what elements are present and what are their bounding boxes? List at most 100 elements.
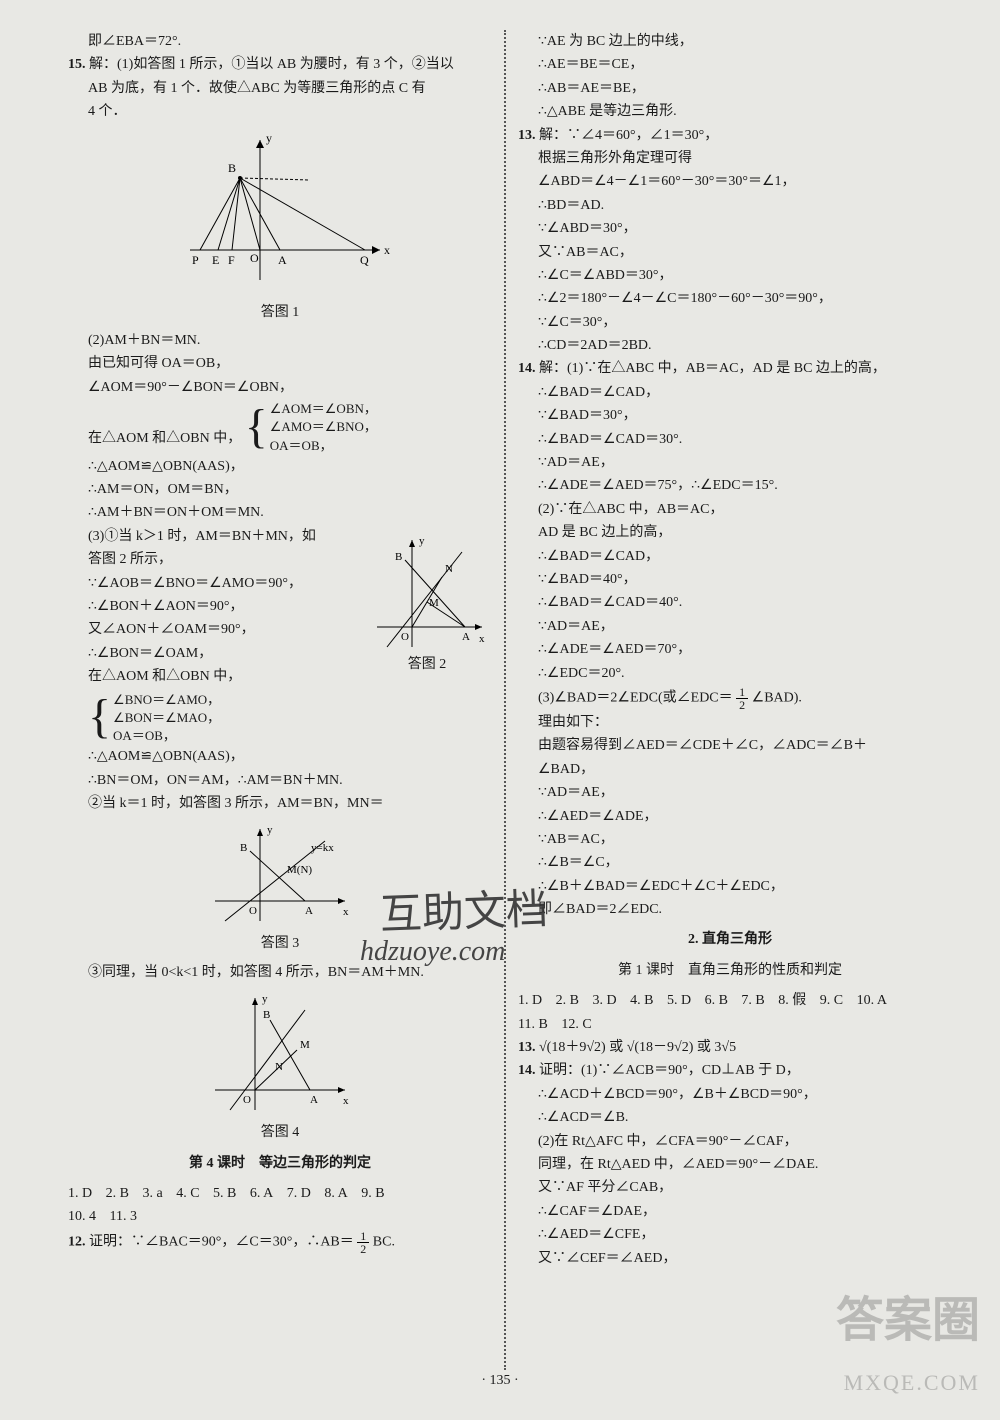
item-number: 12. [68, 1234, 86, 1249]
heading-section-2: 2. 直角三角形 [518, 929, 942, 951]
text-line: ∵∠BAD＝30°， [518, 405, 942, 427]
item-13: 13. 解：∵∠4＝60°，∠1＝30°， [518, 125, 942, 147]
brace-item: OA＝OB， [270, 437, 377, 455]
answer: 4. B [630, 993, 653, 1008]
figure-4: x y O A B M N 答图 4 [68, 990, 492, 1144]
svg-text:O: O [401, 631, 409, 643]
brace-item: ∠BON＝∠MAO， [113, 709, 220, 727]
svg-text:P: P [192, 253, 199, 267]
answer: 3. D [592, 993, 616, 1008]
left-column: 即∠EBA＝72°. 15. 解：(1)如答图 1 所示，①当以 AB 为腰时，… [60, 30, 500, 1390]
item-13b: 13. √(18＋9√2) 或 √(18－9√2) 或 3√5 [518, 1037, 942, 1059]
answer: 1. D [68, 1186, 92, 1201]
item-number: 13. [518, 128, 536, 143]
svg-text:B: B [228, 161, 236, 175]
svg-text:B: B [263, 1009, 270, 1021]
text-line: ∠AOM＝90°－∠BON＝∠OBN， [68, 377, 492, 399]
svg-text:x: x [479, 633, 485, 645]
corner-watermark-1: 答案圈 [836, 1283, 980, 1360]
text-line: ∵AD＝AE， [518, 616, 942, 638]
svg-text:N: N [445, 563, 453, 575]
text-line: ∴∠B＋∠BAD＝∠EDC＋∠C＋∠EDC， [518, 876, 942, 898]
right-column: ∵AE 为 BC 边上的中线， ∴AE＝BE＝CE， ∴AB＝AE＝BE， ∴△… [510, 30, 950, 1390]
figure-1: x y O P E F A Q B 答图 1 [68, 130, 492, 324]
fraction: 1 2 [736, 686, 748, 711]
svg-text:y: y [262, 993, 268, 1005]
brace-line: 在△AOM 和△OBN 中， { ∠AOM＝∠OBN， ∠AMO＝∠BNO， O… [68, 400, 492, 455]
text: (3)∠BAD＝2∠EDC(或∠EDC＝ [538, 691, 733, 706]
item-14: 14. 解：(1)∵在△ABC 中，AB＝AC，AD 是 BC 边上的高， [518, 358, 942, 380]
svg-text:Q: Q [360, 253, 369, 267]
svg-text:E: E [212, 253, 219, 267]
text-line: 由题容易得到∠AED＝∠CDE＋∠C，∠ADC＝∠B＋ [518, 735, 942, 757]
answer: 1. D [518, 993, 542, 1008]
answer: 4. C [176, 1186, 199, 1201]
answer-row: 10. 4 11. 3 [68, 1206, 492, 1228]
svg-text:x: x [343, 906, 349, 918]
item-12: 12. 证明：∵∠BAC＝90°，∠C＝30°，∴AB＝ 1 2 BC. [68, 1230, 492, 1255]
text: 解：∵∠4＝60°，∠1＝30°， [539, 128, 718, 143]
text-line: ∠ABD＝∠4－∠1＝60°－30°＝30°＝∠1， [518, 171, 942, 193]
item-14b: 14. 证明：(1)∵∠ACB＝90°，CD⊥AB 于 D， [518, 1060, 942, 1082]
svg-text:F: F [228, 253, 235, 267]
brace-item: OA＝OB， [113, 727, 220, 745]
answer: 11. B [518, 1017, 548, 1032]
answer: 5. D [667, 993, 691, 1008]
page: 即∠EBA＝72°. 15. 解：(1)如答图 1 所示，①当以 AB 为腰时，… [0, 0, 1000, 1420]
answer: 9. C [820, 993, 843, 1008]
heading-lesson-1: 第 1 课时 直角三角形的性质和判定 [518, 960, 942, 982]
text-line: (2)在 Rt△AFC 中，∠CFA＝90°－∠CAF， [518, 1131, 942, 1153]
figure-2-caption: 答图 2 [408, 654, 447, 676]
answer: 10. A [857, 993, 887, 1008]
brace-block: { ∠AOM＝∠OBN， ∠AMO＝∠BNO， OA＝OB， [245, 400, 377, 455]
answer: 7. B [741, 993, 764, 1008]
text-line: ∴∠CAF＝∠DAE， [518, 1201, 942, 1223]
figure-1-caption: 答图 1 [261, 302, 300, 324]
text-line: 又∵AF 平分∠CAB， [518, 1177, 942, 1199]
svg-text:y: y [267, 824, 273, 836]
text-line: 又∵∠CEF＝∠AED， [518, 1248, 942, 1270]
text-line: ∵AB＝AC， [518, 829, 942, 851]
text-line: ∴∠2＝180°－∠4－∠C＝180°－60°－30°＝90°， [518, 288, 942, 310]
text-line: ∴∠B＝∠C， [518, 852, 942, 874]
brace-line-2: { ∠BNO＝∠AMO， ∠BON＝∠MAO， OA＝OB， [68, 691, 492, 746]
text-line: ∵AD＝AE， [518, 782, 942, 804]
text-line: ∴∠BAD＝∠CAD＝40°. [518, 592, 942, 614]
answer-row: 1. D 2. B 3. D 4. B 5. D 6. B 7. B 8. 假 … [518, 990, 942, 1012]
answer-row: 11. B 12. C [518, 1014, 942, 1036]
answer: 3. a [142, 1186, 162, 1201]
text-line: 由已知可得 OA＝OB， [68, 353, 492, 375]
text-line: ∴AM＋BN＝ON＋OM＝MN. [68, 502, 492, 524]
item-number: 15. [68, 57, 86, 72]
left-brace-icon: { [88, 703, 111, 732]
svg-text:x: x [343, 1095, 349, 1107]
text-line: ∴∠ADE＝∠AED＝75°，∴∠EDC＝15°. [518, 475, 942, 497]
text-line: 根据三角形外角定理可得 [518, 148, 942, 170]
column-divider [504, 30, 506, 1370]
text-line: ∴∠BAD＝∠CAD＝30°. [518, 429, 942, 451]
text-line: ∴△AOM≌△OBN(AAS)， [68, 456, 492, 478]
answer: 2. B [106, 1186, 129, 1201]
text-line: ∴BN＝OM，ON＝AM，∴AM＝BN＋MN. [68, 770, 492, 792]
svg-text:x: x [384, 243, 390, 257]
text-line: 又∵AB＝AC， [518, 242, 942, 264]
svg-text:B: B [395, 551, 402, 563]
item-number: 14. [518, 361, 536, 376]
text-line: AD 是 BC 边上的高， [518, 522, 942, 544]
text-line: 理由如下： [518, 712, 942, 734]
answer: 12. C [561, 1017, 591, 1032]
figure-4-caption: 答图 4 [261, 1122, 300, 1144]
answer: 11. 3 [110, 1209, 137, 1224]
fraction: 1 2 [357, 1230, 369, 1255]
answer: 2. B [556, 993, 579, 1008]
text-line: (2)∵在△ABC 中，AB＝AC， [518, 499, 942, 521]
text-line: ∴∠AED＝∠ADE， [518, 806, 942, 828]
answer: 8. 假 [778, 993, 806, 1008]
numerator: 1 [736, 686, 748, 699]
text-line: ∴∠C＝∠ABD＝30°， [518, 265, 942, 287]
brace-block: { ∠BNO＝∠AMO， ∠BON＝∠MAO， OA＝OB， [88, 691, 220, 746]
text-line: 即∠BAD＝2∠EDC. [518, 899, 942, 921]
text-line: ∴∠ACD＋∠BCD＝90°，∠B＋∠BCD＝90°， [518, 1084, 942, 1106]
answer: 7. D [287, 1186, 311, 1201]
text-line: 即∠EBA＝72°. [68, 31, 492, 53]
